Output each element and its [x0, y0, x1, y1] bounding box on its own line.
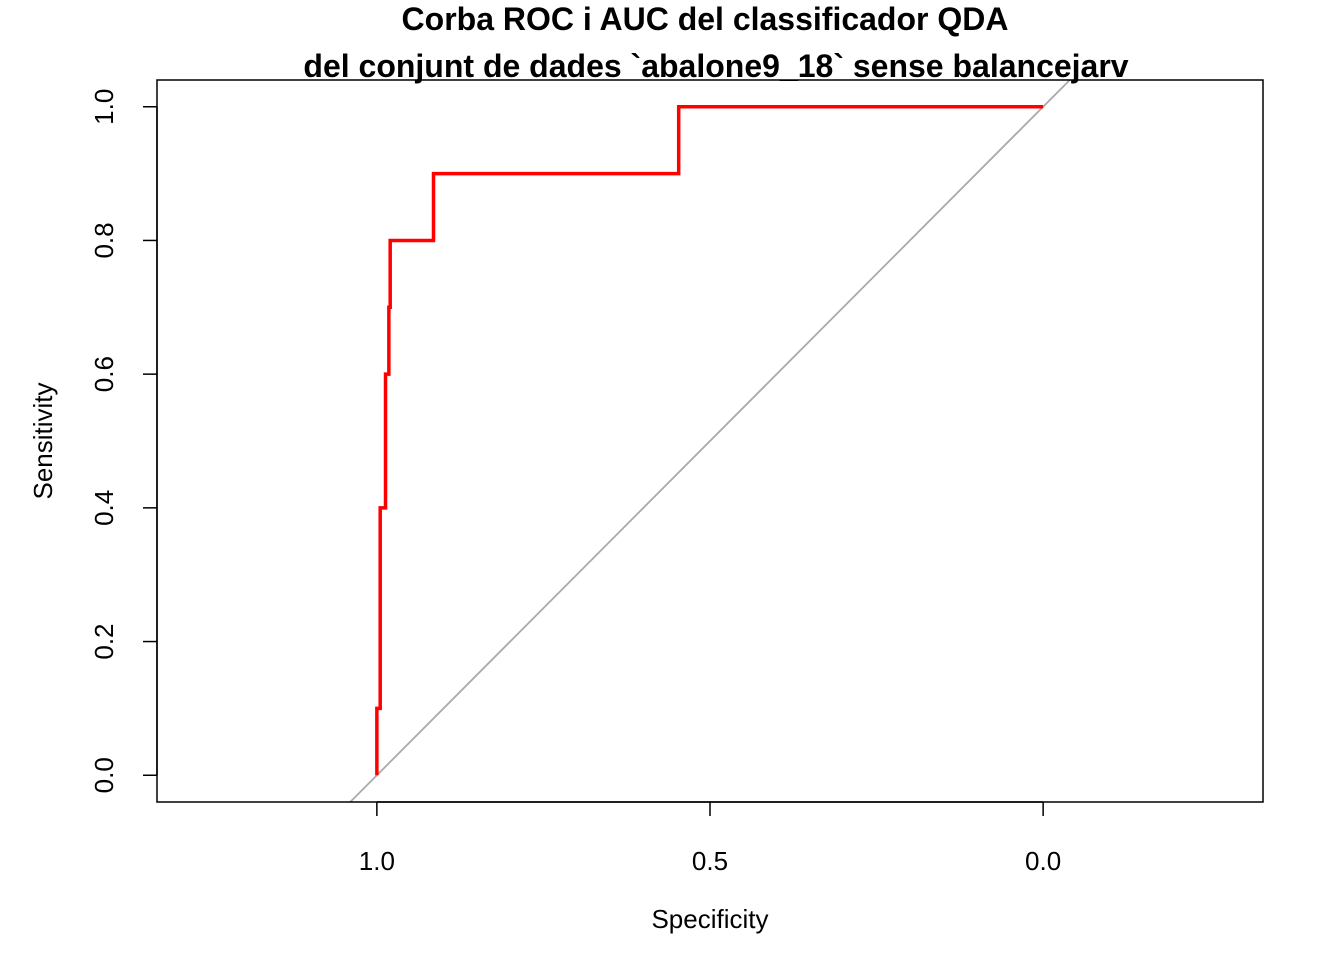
x-tick-label: 0.5	[692, 846, 728, 876]
chart-title-line-1: Corba ROC i AUC del classificador QDA	[402, 1, 1009, 37]
y-tick-label: 0.2	[89, 623, 119, 659]
x-tick-label: 0.0	[1025, 846, 1061, 876]
x-axis-label: Specificity	[651, 904, 768, 934]
y-axis-label: Sensitivity	[28, 382, 58, 499]
plot-frame	[156, 79, 1264, 803]
x-tick-label: 1.0	[359, 846, 395, 876]
y-tick-label: 0.8	[89, 222, 119, 258]
y-axis: 0.0 0.2 0.4 0.6 0.8 1.0	[89, 89, 158, 793]
roc-curve	[375, 104, 1044, 776]
series-group	[375, 104, 1044, 776]
reference-diagonal-group	[348, 80, 1072, 802]
y-tick-label: 0.0	[89, 757, 119, 793]
y-tick-label: 1.0	[89, 89, 119, 125]
x-axis: 1.0 0.5 0.0	[359, 801, 1061, 876]
reference-diagonal	[348, 80, 1072, 802]
chart-title-line-2: del conjunt de dades `abalone9_18` sense…	[303, 48, 1128, 84]
y-tick-label: 0.6	[89, 356, 119, 392]
y-tick-label: 0.4	[89, 490, 119, 526]
